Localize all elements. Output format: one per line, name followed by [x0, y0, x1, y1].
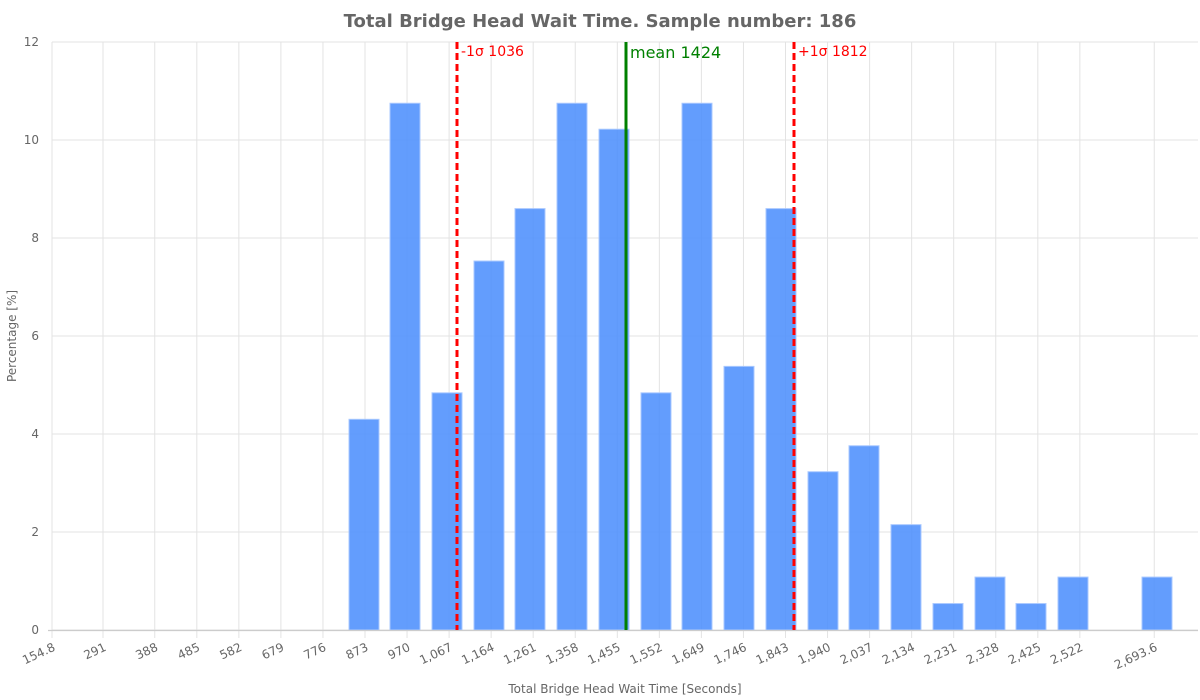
histogram-bar: [890, 524, 922, 631]
x-tick-label: 1,552: [628, 640, 665, 667]
y-tick-label: 8: [31, 231, 39, 245]
x-tick-label: 1,940: [796, 640, 833, 667]
histogram-bar: [723, 365, 755, 631]
x-tick-label: 2,134: [880, 640, 917, 667]
y-tick-label: 4: [31, 427, 39, 441]
mean-label: mean 1424: [630, 43, 721, 62]
histogram-bar: [932, 603, 964, 631]
x-tick-label: 1,843: [754, 640, 791, 667]
histogram-bar: [640, 392, 672, 631]
x-tick-label: 291: [82, 640, 109, 662]
x-tick-label: 1,261: [501, 640, 538, 667]
y-tick-label: 2: [31, 525, 39, 539]
x-tick-label: 776: [302, 640, 329, 662]
x-tick-label: 2,425: [1006, 640, 1043, 667]
x-tick-label: 873: [344, 640, 371, 662]
histogram-bar: [765, 208, 797, 631]
y-tick-label: 0: [31, 623, 39, 637]
x-tick-label: 154.8: [20, 640, 57, 667]
x-tick-label: 485: [175, 640, 202, 662]
histogram-bar: [848, 445, 880, 631]
x-tick-label: 2,522: [1048, 640, 1085, 667]
sigma-label: -1σ 1036: [461, 44, 524, 60]
histogram-bar: [1141, 576, 1173, 631]
histogram-bar: [514, 208, 546, 631]
x-tick-label: 2,328: [964, 640, 1001, 667]
histogram-bar: [348, 418, 380, 631]
histogram-bar: [598, 128, 630, 631]
y-tick-label: 6: [31, 329, 39, 343]
histogram-bar: [1057, 576, 1089, 631]
x-axis-ticks: 154.8 291 388 485 582 679 776 873 970 1,067 1,164 1…: [20, 640, 1159, 672]
x-axis-label: Total Bridge Head Wait Time [Seconds]: [507, 682, 741, 696]
x-tick-label: 1,067: [417, 640, 454, 667]
histogram-bar: [681, 102, 713, 631]
histogram-bar: [389, 102, 421, 631]
x-tick-label: 2,037: [838, 640, 875, 667]
histogram-bar: [556, 102, 588, 631]
y-tick-label: 10: [24, 133, 39, 147]
x-tick-label: 1,164: [459, 640, 496, 667]
histogram-bar: [974, 576, 1006, 631]
x-tick-label: 1,746: [712, 640, 749, 667]
stat-lines: -1σ 1036 mean 1424 +1σ 1812: [455, 42, 868, 630]
x-tick-label: 388: [133, 640, 160, 662]
x-tick-label: 1,358: [543, 640, 580, 667]
x-tick-label: 2,231: [922, 640, 959, 667]
bars: [348, 102, 1173, 631]
chart-title: Total Bridge Head Wait Time. Sample numb…: [344, 11, 857, 32]
sigma-label: +1σ 1812: [798, 44, 868, 60]
histogram-bar: [807, 471, 839, 631]
x-tick-label: 679: [259, 640, 286, 662]
x-tick-label: 1,455: [586, 640, 623, 667]
histogram-bar: [473, 260, 505, 631]
x-tick-label: 1,649: [670, 640, 707, 667]
x-tick-label: 2,693.6: [1112, 640, 1159, 672]
y-tick-label: 12: [24, 35, 39, 49]
y-axis-label: Percentage [%]: [5, 290, 19, 382]
x-tick-label: 582: [217, 640, 244, 662]
x-tick-label: 970: [386, 640, 413, 662]
y-axis-ticks: 0 2 4 6 8 10 12: [24, 35, 39, 637]
histogram-bar: [1015, 603, 1047, 631]
